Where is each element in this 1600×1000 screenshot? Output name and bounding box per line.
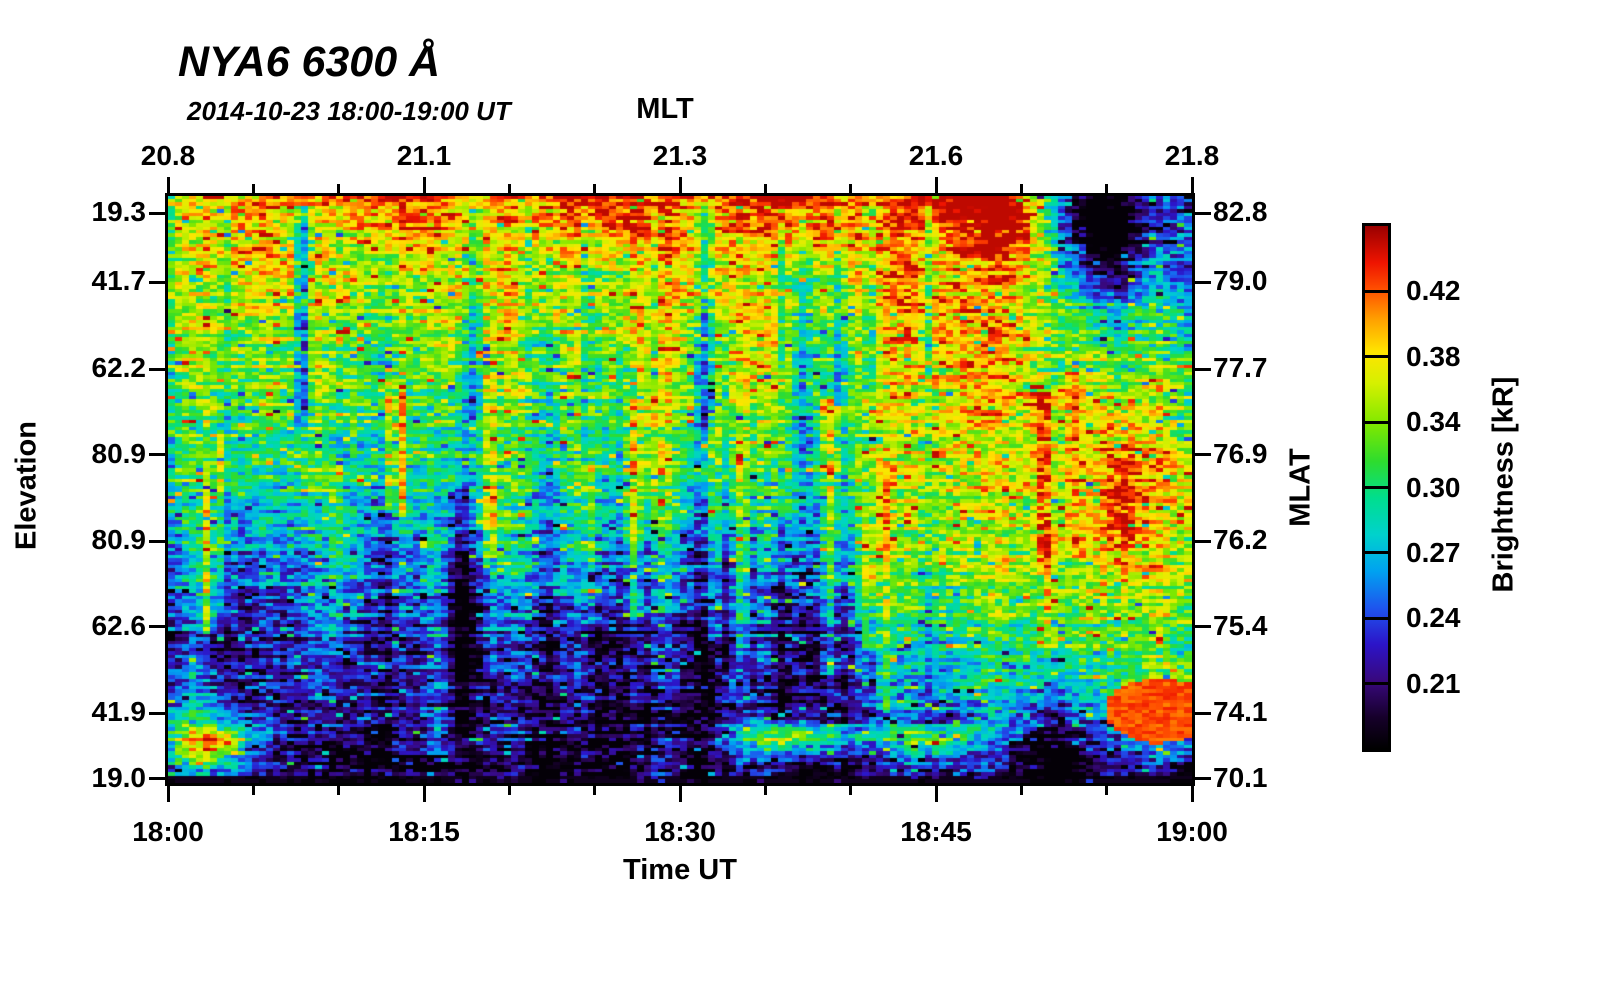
elevation-tick-label: 41.7 xyxy=(91,265,147,297)
colorbar-frame xyxy=(1362,223,1391,752)
bottom-major-tick xyxy=(678,786,682,802)
time-tick-label: 18:15 xyxy=(388,816,460,847)
top-minor-tick xyxy=(763,184,767,193)
elevation-tick-label: 80.9 xyxy=(91,437,147,469)
mlat-tick-label: 76.2 xyxy=(1213,524,1268,556)
mlt-tick-label: 20.8 xyxy=(140,140,196,171)
elevation-tick-label: 80.9 xyxy=(91,524,147,556)
bottom-major-tick xyxy=(166,786,170,802)
mlat-tick-label: 76.9 xyxy=(1213,437,1268,469)
elevation-tick-label: 19.3 xyxy=(91,196,147,228)
top-major-tick xyxy=(166,177,170,193)
mlat-tick-label: 77.7 xyxy=(1213,352,1268,384)
left-major-tick xyxy=(149,625,165,629)
left-major-tick xyxy=(149,367,165,371)
bottom-minor-tick xyxy=(593,786,597,795)
colorbar-tick-label: 0.24 xyxy=(1406,602,1461,634)
top-minor-tick xyxy=(849,184,853,193)
right-major-tick xyxy=(1195,453,1211,457)
chart-title: NYA6 6300 Å xyxy=(178,38,441,86)
bottom-major-tick xyxy=(1190,786,1194,802)
top-major-tick xyxy=(934,177,938,193)
colorbar-tick-line xyxy=(1365,551,1388,555)
left-major-tick xyxy=(149,711,165,715)
right-major-tick xyxy=(1195,777,1211,781)
mlt-axis-title: MLT xyxy=(636,93,694,125)
left-major-tick xyxy=(149,453,165,457)
bottom-major-tick xyxy=(934,786,938,802)
mlt-tick-label: 21.3 xyxy=(652,140,708,171)
chart-subtitle: 2014-10-23 18:00-19:00 UT xyxy=(187,96,511,126)
time-tick-label: 18:30 xyxy=(644,816,716,847)
time-tick-label: 19:00 xyxy=(1156,816,1228,847)
top-minor-tick xyxy=(593,184,597,193)
right-major-tick xyxy=(1195,539,1211,543)
left-major-tick xyxy=(149,280,165,284)
colorbar-tick-line xyxy=(1365,355,1388,359)
bottom-minor-tick xyxy=(849,786,853,795)
top-minor-tick xyxy=(507,184,511,193)
colorbar-tick-line xyxy=(1365,486,1388,489)
top-major-tick xyxy=(1190,177,1194,193)
colorbar-tick-label: 0.30 xyxy=(1406,471,1461,503)
heatmap-canvas xyxy=(168,196,1192,783)
right-major-tick xyxy=(1195,211,1211,215)
time-tick-label: 18:00 xyxy=(132,816,204,847)
left-major-tick xyxy=(149,777,165,781)
mlat-tick-label: 70.1 xyxy=(1213,761,1268,793)
bottom-minor-tick xyxy=(337,786,341,795)
colorbar-tick-label: 0.21 xyxy=(1406,667,1461,699)
mlat-tick-label: 82.8 xyxy=(1213,196,1268,228)
colorbar-tick-line xyxy=(1365,420,1388,424)
top-minor-tick xyxy=(251,184,255,193)
plot-frame xyxy=(165,193,1195,786)
top-minor-tick xyxy=(1105,184,1109,193)
elevation-axis-title: Elevation xyxy=(10,421,43,550)
colorbar-tick-label: 0.38 xyxy=(1406,340,1461,372)
right-major-tick xyxy=(1195,625,1211,629)
time-tick-label: 18:45 xyxy=(900,816,972,847)
right-major-tick xyxy=(1195,280,1211,284)
colorbar-tick-line xyxy=(1365,289,1388,293)
mlat-tick-label: 79.0 xyxy=(1213,265,1268,297)
mlt-tick-label: 21.1 xyxy=(396,140,452,171)
time-axis-title: Time UT xyxy=(623,854,737,886)
right-major-tick xyxy=(1195,711,1211,715)
elevation-tick-label: 41.9 xyxy=(91,696,147,728)
elevation-tick-label: 19.0 xyxy=(91,761,147,793)
mlt-tick-label: 21.6 xyxy=(908,140,964,171)
colorbar-tick-line xyxy=(1365,682,1388,686)
bottom-minor-tick xyxy=(251,786,255,795)
left-major-tick xyxy=(149,539,165,543)
colorbar-tick-label: 0.34 xyxy=(1406,406,1461,438)
left-major-tick xyxy=(149,211,165,215)
top-minor-tick xyxy=(1019,184,1023,193)
colorbar-tick-line xyxy=(1365,616,1388,620)
bottom-minor-tick xyxy=(763,786,767,795)
right-major-tick xyxy=(1195,367,1211,371)
top-minor-tick xyxy=(337,184,341,193)
elevation-tick-label: 62.2 xyxy=(91,352,147,384)
bottom-minor-tick xyxy=(1105,786,1109,795)
bottom-major-tick xyxy=(422,786,426,802)
bottom-minor-tick xyxy=(1019,786,1023,795)
mlat-tick-label: 74.1 xyxy=(1213,696,1268,728)
bottom-minor-tick xyxy=(507,786,511,795)
colorbar-tick-label: 0.27 xyxy=(1406,536,1461,568)
top-major-tick xyxy=(678,177,682,193)
mlat-tick-label: 75.4 xyxy=(1213,609,1268,641)
top-major-tick xyxy=(422,177,426,193)
mlat-axis-title: MLAT xyxy=(1284,448,1317,527)
elevation-tick-label: 62.6 xyxy=(91,609,147,641)
mlt-tick-label: 21.8 xyxy=(1164,140,1220,171)
colorbar-tick-label: 0.42 xyxy=(1406,275,1461,307)
